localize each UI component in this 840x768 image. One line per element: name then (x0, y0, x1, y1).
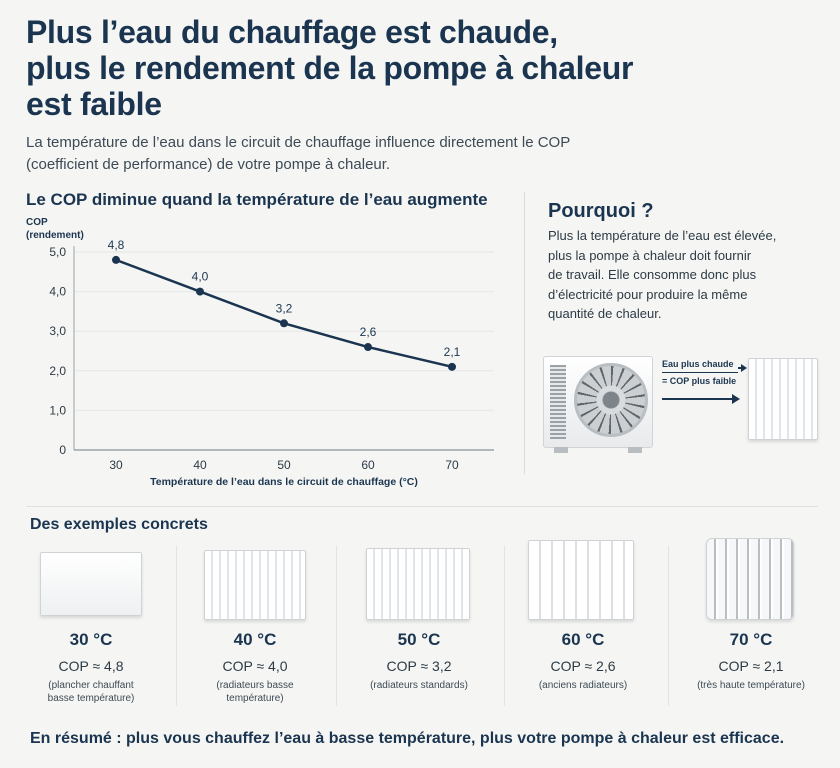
intro-line-2: (coefficient de performance) de votre po… (26, 156, 391, 173)
why-title: Pourquoi ? (548, 200, 654, 222)
y-tick-label: 1,0 (49, 403, 66, 417)
example-divider (336, 546, 337, 706)
example-note-line: basse température) (47, 693, 135, 704)
data-label: 3,2 (276, 301, 293, 315)
y-tick-label: 3,0 (49, 324, 66, 338)
example-cop: COP ≈ 4,0 (222, 658, 288, 674)
example-note-line: (anciens radiateurs) (538, 680, 628, 691)
examples-title: Des exemples concrets (30, 516, 208, 533)
example-temperature: 50 °C (397, 630, 441, 649)
title-line-2: plus le rendement de la pompe à chaleur (26, 50, 634, 86)
example-divider (176, 546, 177, 706)
example-temperature: 40 °C (233, 630, 277, 649)
underfloor-radiator-illustration (40, 552, 142, 616)
example-note: (très haute température) (676, 679, 826, 692)
intro-text: La température de l’eau dans le circuit … (26, 132, 626, 176)
data-label: 4,0 (192, 270, 209, 284)
old-radiator-illustration (528, 540, 634, 620)
y-tick-label: 4,0 (49, 285, 66, 299)
cop-line-chart: 0 1,0 2,0 3,0 4,0 5,0 30 40 50 60 70 Température de… (49, 238, 494, 488)
example-cop: COP ≈ 2,1 (718, 658, 784, 674)
arrow-caption-line-2: = COP plus faible (662, 376, 737, 386)
x-tick-label: 40 (193, 458, 207, 472)
low-temp-radiator-illustration (204, 550, 306, 620)
chart-title: Le COP diminue quand la température de l… (26, 190, 488, 209)
radiator-illustration (748, 358, 818, 440)
section-divider (26, 506, 818, 507)
why-line: Plus la température de l’eau est élevée, (548, 228, 777, 243)
page-title: Plus l’eau du chauffage est chaude, plus… (26, 14, 826, 122)
example-note: (anciens radiateurs) (508, 679, 658, 692)
y-axis-label-line-1: COP (26, 217, 48, 228)
why-line: d’électricité pour produire la même (548, 286, 748, 302)
x-tick-label: 70 (445, 458, 459, 472)
arrow-right-icon (738, 364, 747, 372)
chart-y-axis-label: COP (rendement) (26, 216, 84, 242)
column-radiator-illustration (706, 538, 794, 620)
data-point (280, 319, 288, 328)
standard-radiator-illustration (366, 548, 470, 620)
example-note-line: (très haute température) (697, 680, 805, 691)
example-cop: COP ≈ 4,8 (58, 658, 124, 674)
data-point (448, 362, 456, 371)
y-axis-label-line-2: (rendement) (26, 230, 84, 241)
example-temperature: 60 °C (561, 630, 605, 649)
data-label: 2,6 (360, 325, 377, 339)
intro-line-1: La température de l’eau dans le circuit … (26, 134, 571, 151)
data-label: 2,1 (444, 345, 461, 359)
y-tick-label: 2,0 (49, 364, 66, 378)
x-axis-label: Température de l’eau dans le circuit de … (150, 476, 418, 488)
data-point (364, 343, 372, 352)
data-label: 4,8 (108, 238, 125, 252)
heat-pump-outdoor-unit-illustration (543, 356, 653, 453)
example-note: (plancher chauffant basse température) (16, 679, 166, 705)
arrow-caption: Eau plus chaude = COP plus faible (662, 356, 742, 389)
column-divider (524, 192, 525, 474)
x-tick-label: 60 (361, 458, 375, 472)
why-line: de travail. Elle consomme donc plus (548, 267, 757, 282)
heat-pump-fan-icon (574, 363, 648, 437)
summary-text: En résumé : plus vous chauffez l’eau à b… (30, 730, 785, 747)
example-note: (radiateurs basse température) (180, 679, 330, 705)
arrow-caption-line-1: Eau plus chaude (662, 359, 734, 369)
example-note: (radiateurs standards) (344, 679, 494, 692)
arrow-right-icon (662, 394, 740, 404)
example-divider (504, 546, 505, 706)
arrow-caption-divider (662, 372, 738, 373)
data-point (196, 287, 204, 296)
why-text: Plus la température de l’eau est élevée,… (548, 226, 818, 324)
title-line-3: est faible (26, 86, 162, 122)
title-line-1: Plus l’eau du chauffage est chaude, (26, 14, 558, 50)
example-divider (668, 546, 669, 706)
heat-pump-grill (550, 365, 566, 439)
example-cop: COP ≈ 3,2 (386, 658, 452, 674)
example-note-line: (radiateurs standards) (370, 680, 468, 691)
example-note-line: (radiateurs basse (216, 680, 294, 691)
x-tick-label: 50 (277, 458, 291, 472)
why-line: plus la pompe à chaleur doit fournir (548, 247, 752, 263)
x-tick-label: 30 (109, 458, 123, 472)
y-tick-label: 0 (59, 443, 66, 457)
data-point (112, 255, 120, 264)
unit-foot (628, 447, 642, 453)
example-cop: COP ≈ 2,6 (550, 658, 616, 674)
example-temperature: 70 °C (729, 630, 773, 649)
example-temperature: 30 °C (69, 630, 113, 649)
example-note-line: (plancher chauffant (48, 680, 134, 691)
unit-foot (554, 447, 568, 453)
example-note-line: température) (226, 693, 284, 704)
y-tick-label: 5,0 (49, 245, 66, 259)
why-line: quantité de chaleur. (548, 306, 662, 321)
